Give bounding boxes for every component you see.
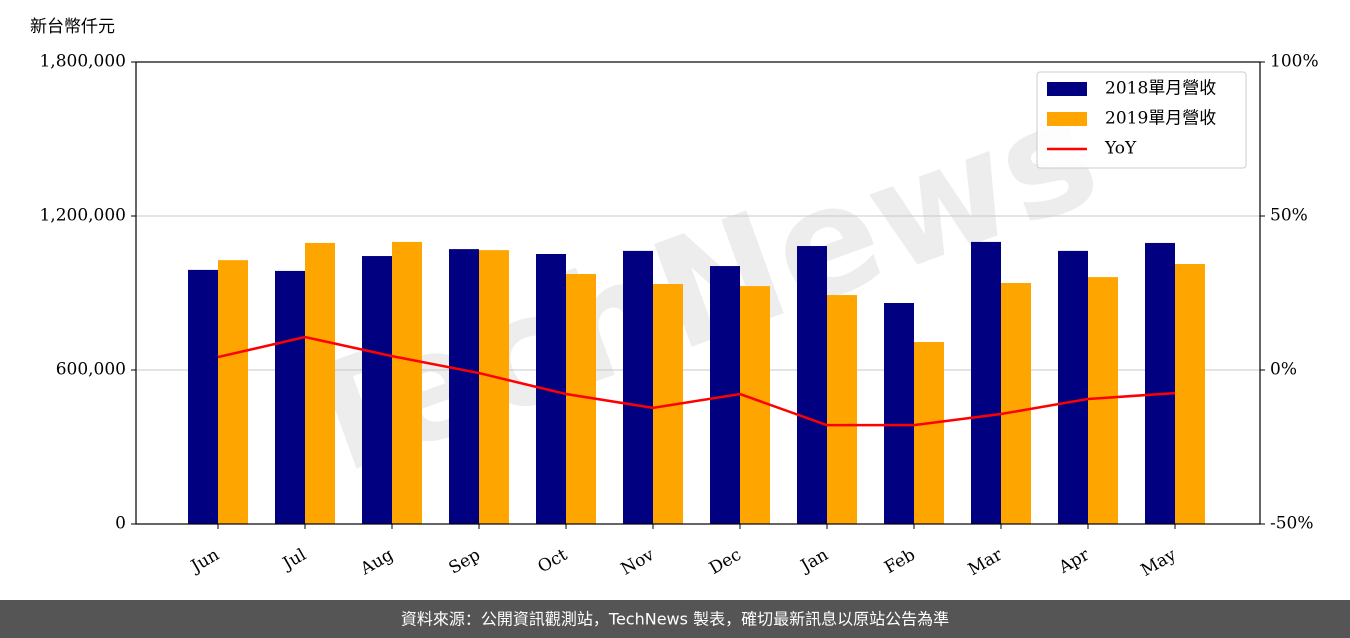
bar [218,260,248,524]
yoy-line [217,335,1176,427]
bar [884,303,914,524]
legend-label: YoY [1104,139,1137,159]
bar [914,342,944,524]
bar [275,270,305,524]
y2-tick-label: -50% [1270,514,1314,534]
bar [1001,282,1031,524]
x-tick-label: Jan [796,545,832,577]
x-tick-label: Mar [965,544,1007,580]
plot-frame [135,61,1261,525]
x-tick-label: Dec [706,545,745,579]
bar [362,256,392,524]
bar [623,250,653,524]
x-tick-label: Aug [356,545,397,580]
x-tick-label: Apr [1055,544,1094,578]
bar [740,286,770,524]
bar [1145,242,1175,524]
x-tick-label: Jun [186,545,223,578]
x-tick-label: May [1138,545,1181,581]
legend-swatch [1047,112,1087,126]
bar [827,295,857,524]
bar [1058,250,1088,524]
legend-label: 2019單月營收 [1105,109,1216,129]
x-tick-label: Jul [278,545,310,575]
legend-box [1036,71,1247,169]
footer-bar [0,600,1350,638]
y2-tick-label: 0% [1270,360,1297,380]
bar [479,250,509,525]
legend-swatch [1047,82,1087,96]
bar [1175,263,1205,524]
bar [392,241,422,524]
bar [797,246,827,524]
source-note: 資料來源：公開資訊觀測站，TechNews 製表，確切最新訊息以原站公告為準 [401,610,949,629]
y-tick-label: 0 [115,514,126,534]
y-axis-unit: 新台幣仟元 [30,17,115,37]
bar [305,242,335,524]
legend-label: 2018單月營收 [1105,79,1216,99]
bar [449,249,479,525]
x-tick-label: Feb [881,545,919,578]
x-tick-label: Nov [618,545,658,580]
y-tick-label: 1,200,000 [39,206,126,226]
bar [188,269,218,524]
y2-tick-label: 100% [1270,52,1319,72]
y-tick-label: 1,800,000 [39,52,126,72]
x-tick-label: Sep [446,545,484,579]
y2-tick-label: 50% [1270,206,1308,226]
bar [1088,277,1118,524]
x-tick-label: Oct [535,545,571,578]
y-tick-label: 600,000 [56,360,126,380]
bar [971,241,1001,524]
